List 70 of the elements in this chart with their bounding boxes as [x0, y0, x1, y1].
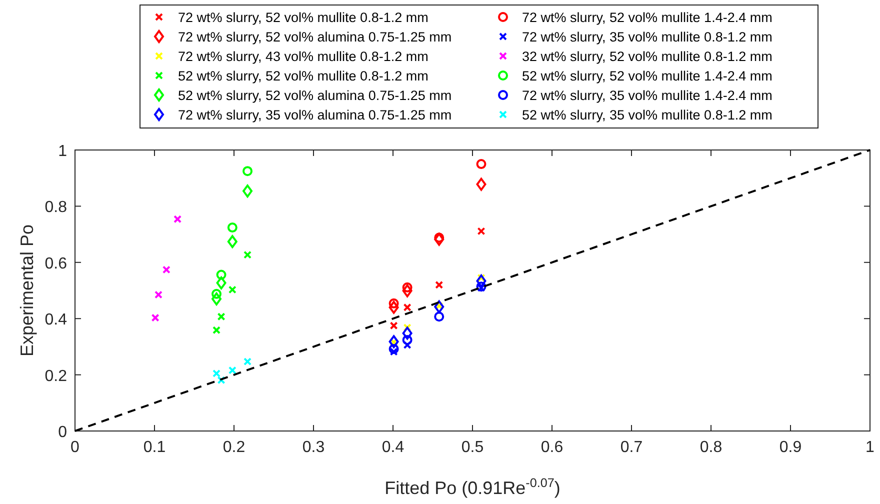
point [434, 232, 444, 246]
y-axis-title: Experimental Po [17, 224, 37, 357]
point [212, 292, 222, 306]
legend-label: 52 wt% slurry, 52 vol% mullite 0.8-1.2 mm [178, 68, 428, 84]
point [154, 290, 162, 299]
legend-label: 72 wt% slurry, 35 vol% alumina 0.75-1.25 mm [178, 108, 452, 122]
legend-label: 72 wt% slurry, 52 vol% alumina 0.75-1.25 mm [178, 30, 452, 44]
point [402, 284, 412, 298]
point [476, 178, 486, 191]
point [388, 344, 399, 354]
y-tick-label: 0.4 [44, 312, 68, 329]
x-axis-title: Fitted Po (0.91Re$^{-0.07}$) [384, 476, 560, 498]
point [476, 159, 486, 170]
point [388, 298, 399, 308]
point [216, 276, 226, 290]
point [403, 341, 412, 350]
point [390, 348, 398, 356]
x-tick-label: 0.9 [779, 439, 802, 456]
x-tick-label: 0.7 [620, 439, 643, 456]
legend-label: 52 wt% slurry, 52 vol% mullite 1.4-2.4 mm [522, 68, 772, 84]
x-tick-label: 0 [70, 439, 80, 456]
legend-label: 72 wt% slurry, 52 vol% mullite 1.4-2.4 mm [522, 10, 772, 25]
x-tick-label: 1 [866, 439, 875, 456]
point [476, 274, 486, 288]
legend-label: 52 wt% slurry, 35 vol% mullite 0.8-1.2 mm [522, 108, 772, 122]
x-tick-label: 0.8 [700, 439, 722, 456]
point [227, 222, 238, 233]
point [244, 250, 252, 259]
point [435, 280, 444, 289]
point [242, 166, 253, 176]
x-tick-label: 0.3 [302, 439, 325, 456]
y-tick-label: 0.6 [44, 255, 68, 272]
point [174, 215, 182, 224]
x-tick-label: 0.6 [540, 439, 564, 456]
x-tick-label: 0.2 [222, 439, 246, 456]
point [388, 335, 399, 348]
y-tick-label: 0 [58, 424, 68, 441]
x-tick-label: 0.5 [461, 439, 484, 456]
point [402, 282, 412, 292]
point [227, 235, 238, 248]
point [212, 369, 221, 378]
legend-label: 32 wt% slurry, 52 vol% mullite 0.8-1.2 mm [522, 49, 772, 64]
y-tick-label: 0.8 [44, 199, 68, 216]
point [434, 300, 444, 314]
point [217, 312, 226, 321]
point [228, 366, 236, 374]
y-tick-label: 1 [58, 143, 68, 160]
point [477, 227, 486, 236]
x-tick-label: 0.4 [382, 439, 404, 456]
y-tick-label: 0.2 [44, 368, 68, 385]
legend-label: 72 wt% slurry, 35 vol% mullite 1.4-2.4 mm [522, 88, 772, 103]
point [242, 184, 253, 198]
point [151, 314, 160, 322]
legend-label: 52 wt% slurry, 52 vol% alumina 0.75-1.25 mm [178, 88, 452, 103]
legend-label: 72 wt% slurry, 35 vol% mullite 0.8-1.2 mm [522, 30, 772, 44]
legend-label: 72 wt% slurry, 52 vol% mullite 0.8-1.2 mm [178, 10, 428, 25]
point [403, 303, 412, 312]
point [212, 326, 221, 334]
point [402, 326, 412, 340]
x-tick-label: 0.1 [143, 439, 166, 456]
point [217, 376, 226, 384]
point [216, 270, 226, 280]
point [228, 286, 236, 294]
point [388, 300, 399, 314]
point [162, 266, 170, 274]
point [402, 334, 412, 345]
point [244, 358, 252, 366]
legend-label: 72 wt% slurry, 43 vol% mullite 0.8-1.2 mm [178, 49, 428, 64]
point [434, 312, 444, 322]
point [390, 322, 398, 330]
